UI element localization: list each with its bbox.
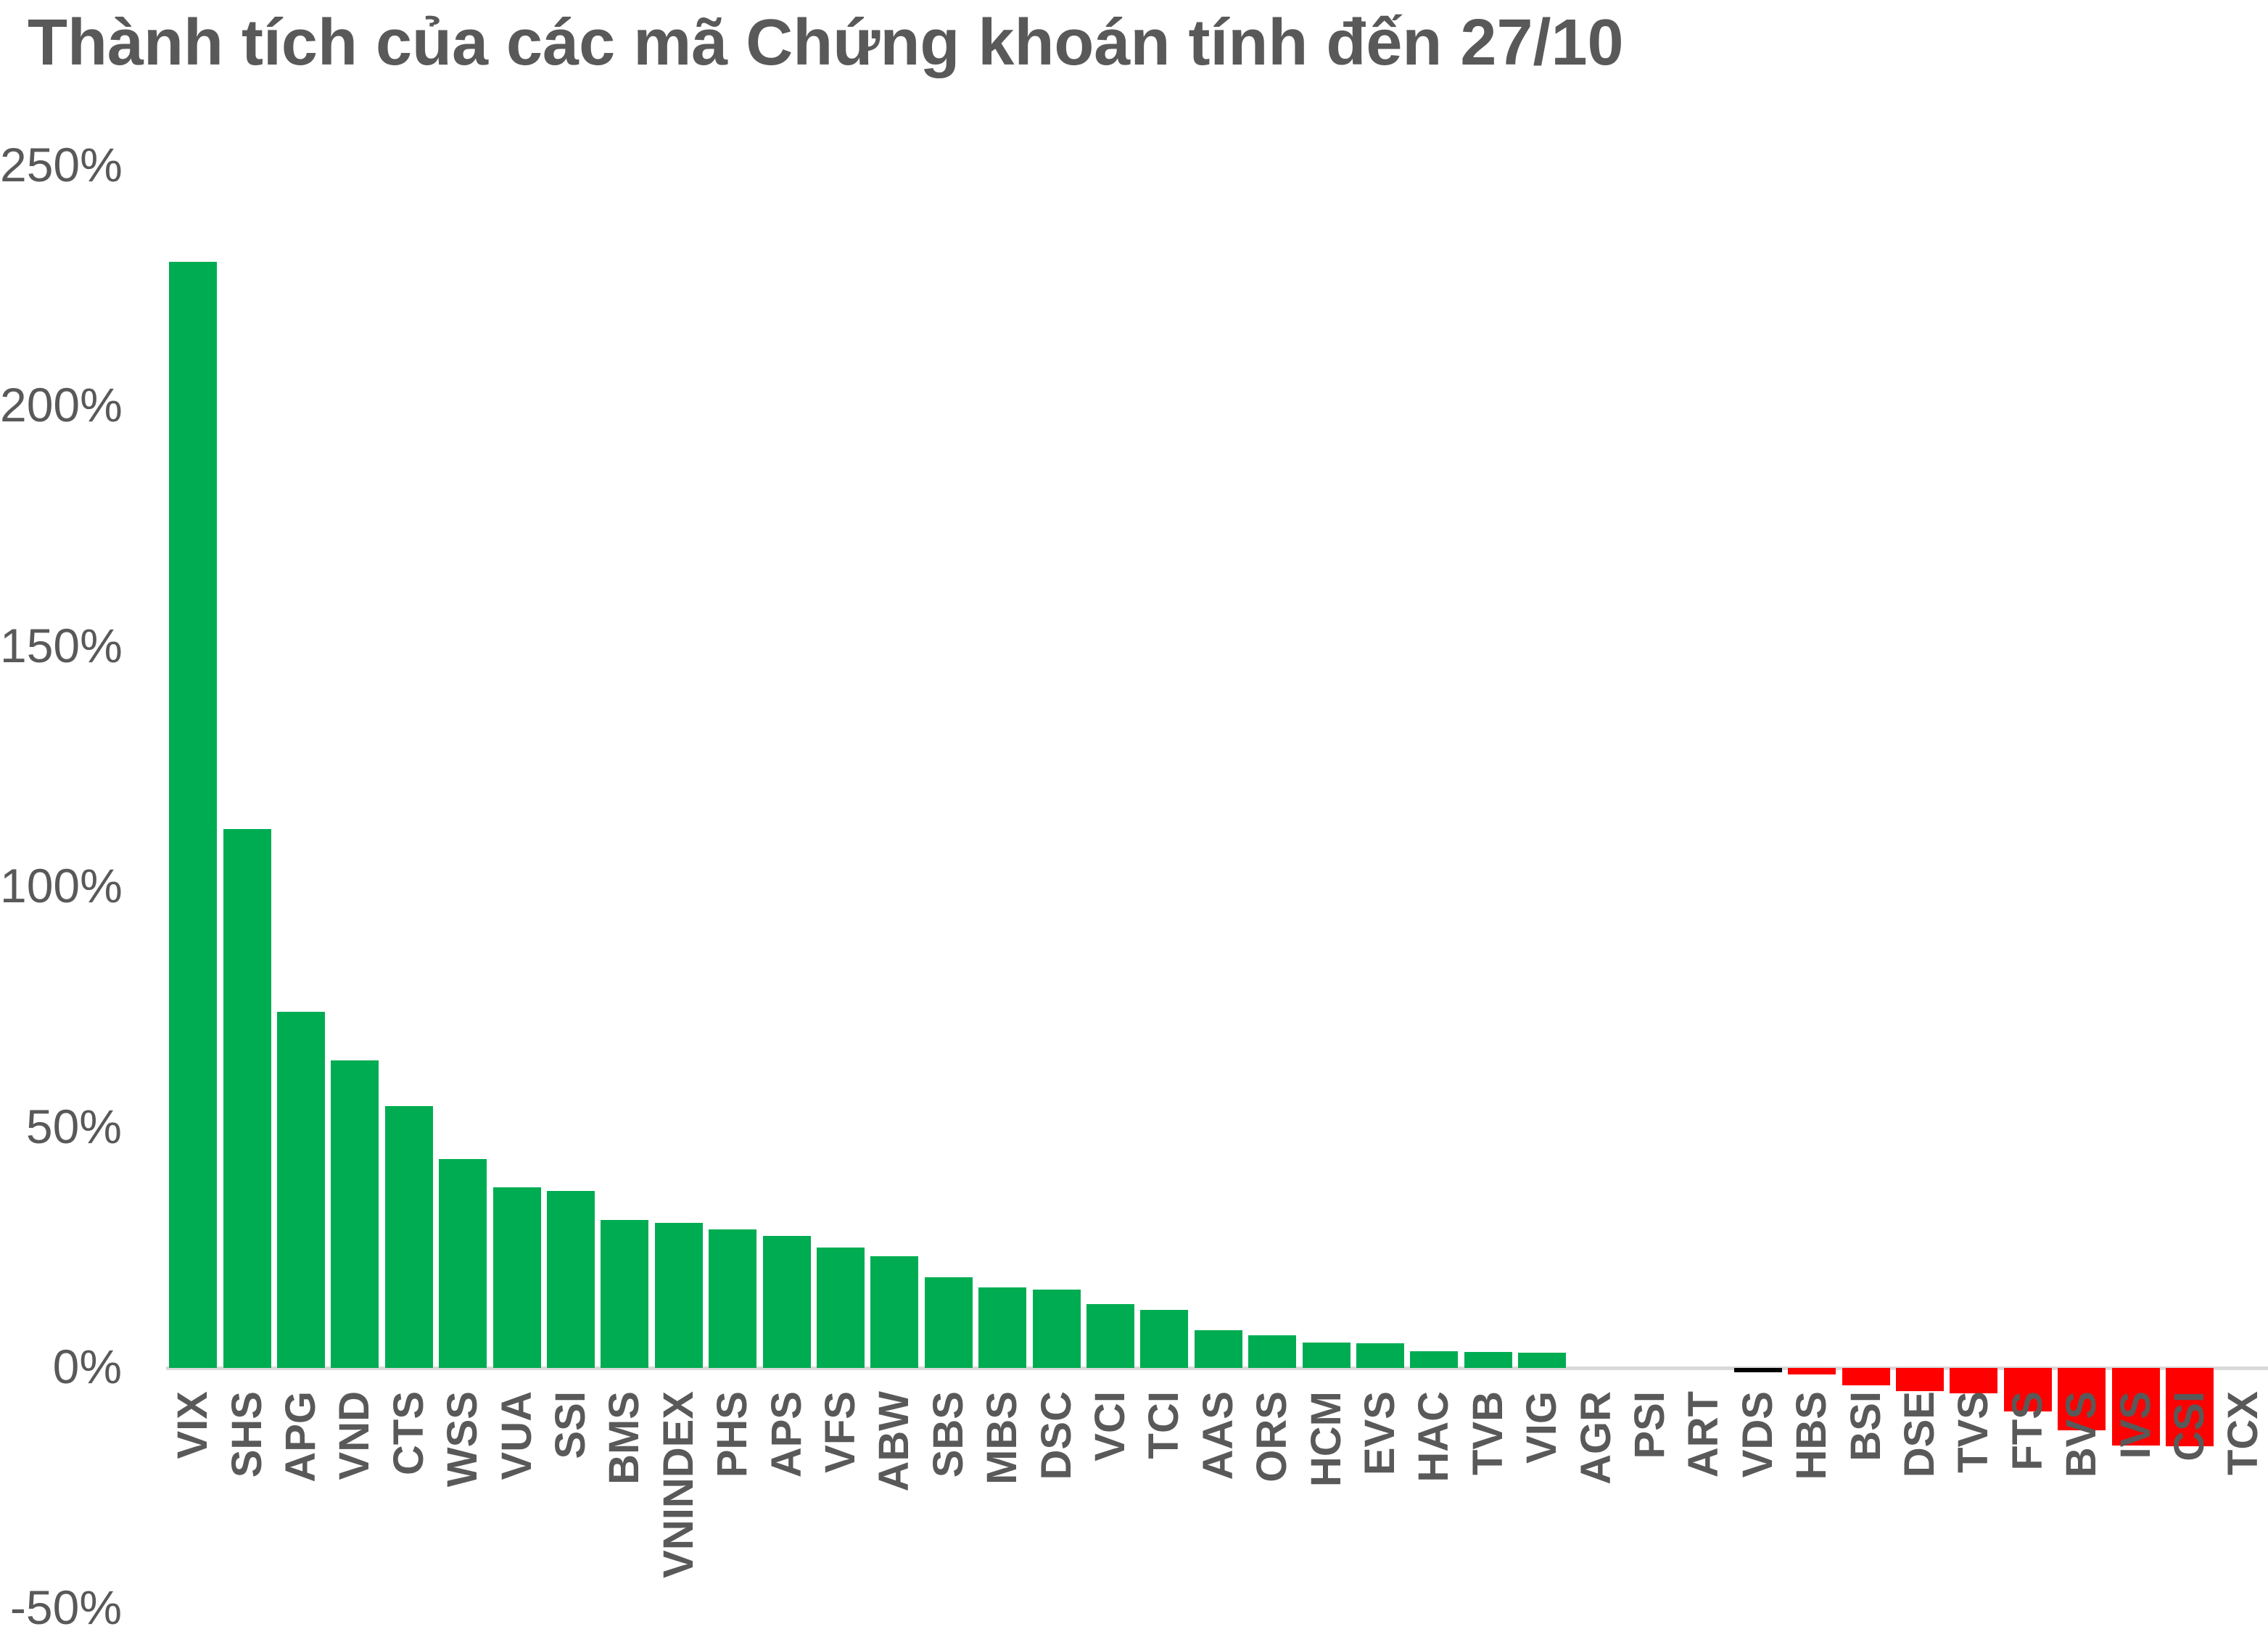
x-tick-label: VIG [1518, 1391, 1566, 1464]
x-tick-label: BMS [601, 1391, 648, 1485]
x-tick-label: AGR [1572, 1391, 1620, 1485]
x-tick-label: SSI [547, 1391, 594, 1459]
x-tick-label: BVS [2058, 1391, 2106, 1478]
x-tick-label: MBS [978, 1391, 1026, 1485]
bar-VIX [169, 262, 218, 1368]
x-tick-label: TVS [1950, 1391, 1997, 1473]
x-tick-label: EVS [1356, 1391, 1403, 1476]
bar-EVS [1356, 1343, 1404, 1368]
x-tick-label: AAS [1194, 1391, 1242, 1480]
x-tick-label: ABW [870, 1391, 918, 1492]
x-tick-label: APG [277, 1391, 324, 1483]
bar-VFS [817, 1248, 865, 1368]
bar-BMS [601, 1219, 649, 1368]
bar-APS [762, 1235, 811, 1368]
y-tick-label: 250% [0, 137, 123, 191]
bar-BSI [1842, 1368, 1890, 1385]
bar-DSC [1032, 1289, 1081, 1368]
bar-BVS [2058, 1368, 2106, 1431]
x-tick-label: VIX [169, 1391, 217, 1459]
x-tick-label: WSS [439, 1391, 487, 1488]
x-tick-label: FTS [2003, 1391, 2051, 1471]
y-tick-label: -50% [9, 1580, 122, 1634]
bar-TVS [1950, 1368, 1998, 1394]
x-tick-label: VCI [1086, 1391, 1134, 1461]
bar-VIG [1518, 1353, 1567, 1368]
chart-title: Thành tích của các mã Chứng khoán tính đ… [28, 7, 1624, 79]
bar-SHS [223, 829, 271, 1368]
bar-VDS [1733, 1368, 1782, 1372]
bar-VCI [1086, 1303, 1134, 1368]
bar-APG [277, 1012, 325, 1368]
bar-IVS [2111, 1368, 2160, 1446]
x-tick-label: CTS [384, 1391, 432, 1475]
x-tick-label: HCM [1302, 1391, 1350, 1488]
bar-VNINDEX [654, 1222, 703, 1368]
x-tick-label: VND [331, 1391, 379, 1480]
bar-CTS [384, 1105, 433, 1368]
y-tick-label: 200% [0, 378, 123, 432]
x-tick-label: BSI [1842, 1391, 1889, 1461]
bar-FTS [2003, 1368, 2052, 1412]
x-tick-label: APS [762, 1391, 810, 1478]
bar-SBS [924, 1277, 973, 1368]
bar-TCI [1140, 1309, 1189, 1368]
x-tick-label: VFS [817, 1391, 864, 1473]
x-tick-label: VNINDEX [654, 1391, 702, 1578]
x-tick-label: CSI [2166, 1391, 2213, 1461]
x-tick-label: PSI [1626, 1391, 1673, 1459]
x-tick-label: TCI [1140, 1391, 1188, 1459]
bar-VUA [492, 1187, 541, 1368]
x-tick-label: TVB [1464, 1391, 1512, 1475]
x-tick-label: ART [1680, 1391, 1728, 1478]
x-tick-label: DSC [1032, 1391, 1080, 1480]
bar-SSI [547, 1191, 595, 1368]
bar-HBS [1788, 1368, 1836, 1375]
x-axis-line [166, 1366, 2268, 1370]
x-tick-label: VUA [492, 1391, 540, 1480]
bar-PHS [709, 1229, 757, 1368]
x-tick-label: PHS [709, 1391, 756, 1478]
bar-WSS [439, 1158, 487, 1368]
bar-MBS [978, 1287, 1027, 1368]
x-tick-label: ORS [1248, 1391, 1296, 1483]
x-tick-label: HAC [1410, 1391, 1458, 1483]
y-tick-label: 50% [25, 1099, 122, 1153]
y-tick-label: 150% [0, 618, 123, 672]
x-tick-label: DSE [1896, 1391, 1943, 1478]
bar-CSI [2166, 1368, 2214, 1447]
x-tick-label: SHS [223, 1391, 271, 1478]
bar-HCM [1302, 1342, 1351, 1368]
y-tick-label: 100% [0, 859, 123, 912]
bar-ORS [1248, 1335, 1297, 1368]
x-tick-label: SBS [924, 1391, 972, 1478]
bar-HAC [1410, 1351, 1459, 1368]
bar-DSE [1896, 1368, 1944, 1391]
x-tick-label: HBS [1788, 1391, 1836, 1480]
bar-ABW [870, 1256, 919, 1368]
x-tick-label: IVS [2111, 1391, 2159, 1459]
bar-TVB [1464, 1352, 1512, 1368]
x-tick-label: VDS [1733, 1391, 1781, 1478]
bar-AAS [1194, 1329, 1242, 1368]
y-tick-label: 0% [52, 1340, 122, 1393]
x-tick-label: TCX [2219, 1391, 2267, 1475]
bar-VND [331, 1060, 379, 1368]
